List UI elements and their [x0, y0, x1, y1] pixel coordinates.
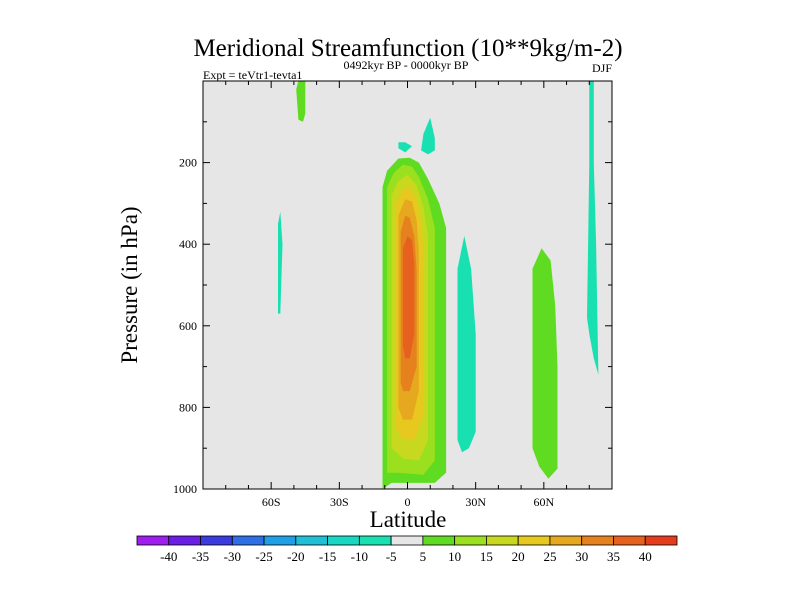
colorbar-label: -35: [192, 549, 209, 564]
x-tick-label: 30N: [465, 495, 486, 509]
colorbar-label: -10: [351, 549, 368, 564]
colorbar-box: [581, 535, 614, 546]
x-tick-label: 60S: [262, 495, 281, 509]
colorbar-box: [200, 535, 233, 546]
colorbar-box: [517, 535, 551, 546]
colorbar-label: 15: [480, 549, 493, 564]
contour-layer: [278, 81, 599, 489]
colorbar-label: 10: [448, 549, 461, 564]
psi-negative-cell-30n: [457, 236, 476, 453]
colorbar-label: 20: [512, 549, 525, 564]
colorbar-box: [486, 535, 519, 546]
colorbar-box: [136, 535, 170, 546]
axis-ticks: 60S 30S 0 30N 60N 200 400 600 800 1000: [173, 81, 612, 509]
right-string: DJF: [592, 61, 612, 75]
colorbar-box: [231, 535, 265, 546]
colorbar-box: [549, 535, 583, 546]
psi-positive-cell-60n: [532, 248, 558, 479]
colorbar: -40 -35 -30 -25 -20 -15 -10 -5 5 10 15 20 25 30 35 40: [136, 535, 678, 564]
psi-positive-cell-high-sh: [296, 81, 306, 122]
colorbar-box: [454, 535, 487, 546]
colorbar-box: [644, 535, 678, 546]
y-axis-label: Pressure (in hPa): [117, 206, 142, 363]
x-tick-label: 30S: [330, 495, 349, 509]
colorbar-box: [168, 535, 201, 546]
x-axis-label: Latitude: [370, 507, 447, 532]
x-tick-label: 0: [405, 495, 411, 509]
colorbar-box: [390, 535, 424, 546]
y-tick-label: 800: [179, 400, 197, 414]
left-string: Expt = teVtr1-tevta1: [203, 68, 302, 82]
colorbar-box: [327, 535, 360, 546]
chart-title: Meridional Streamfunction (10**9kg/m-2): [193, 35, 622, 62]
colorbar-box: [613, 535, 646, 546]
colorbar-box: [358, 535, 392, 546]
y-tick-label: 200: [179, 156, 197, 170]
colorbar-label: -30: [224, 549, 241, 564]
colorbar-label: 5: [420, 549, 427, 564]
colorbar-label: -20: [287, 549, 304, 564]
psi-negative-cell-high-nh: [587, 81, 599, 375]
colorbar-box: [295, 535, 328, 546]
psi-negative-cell-near-eq-small: [398, 142, 412, 153]
colorbar-label: -5: [386, 549, 397, 564]
colorbar-label: -25: [255, 549, 272, 564]
y-tick-label: 1000: [173, 482, 197, 496]
y-tick-label: 600: [179, 319, 197, 333]
psi-negative-cell-60s: [278, 211, 283, 314]
x-tick-label: 60N: [533, 495, 554, 509]
colorbar-box: [422, 535, 456, 546]
psi-positive-equatorial-cell: [403, 236, 415, 359]
center-string: 0492kyr BP - 0000kyr BP: [344, 58, 469, 72]
colorbar-label: 35: [607, 549, 620, 564]
psi-negative-cell-near-eq: [421, 117, 435, 155]
colorbar-label: 25: [543, 549, 556, 564]
colorbar-box: [263, 535, 297, 546]
colorbar-label: -40: [160, 549, 177, 564]
colorbar-label: -15: [319, 549, 336, 564]
colorbar-label: 40: [639, 549, 652, 564]
y-tick-label: 400: [179, 237, 197, 251]
colorbar-label: 30: [575, 549, 588, 564]
